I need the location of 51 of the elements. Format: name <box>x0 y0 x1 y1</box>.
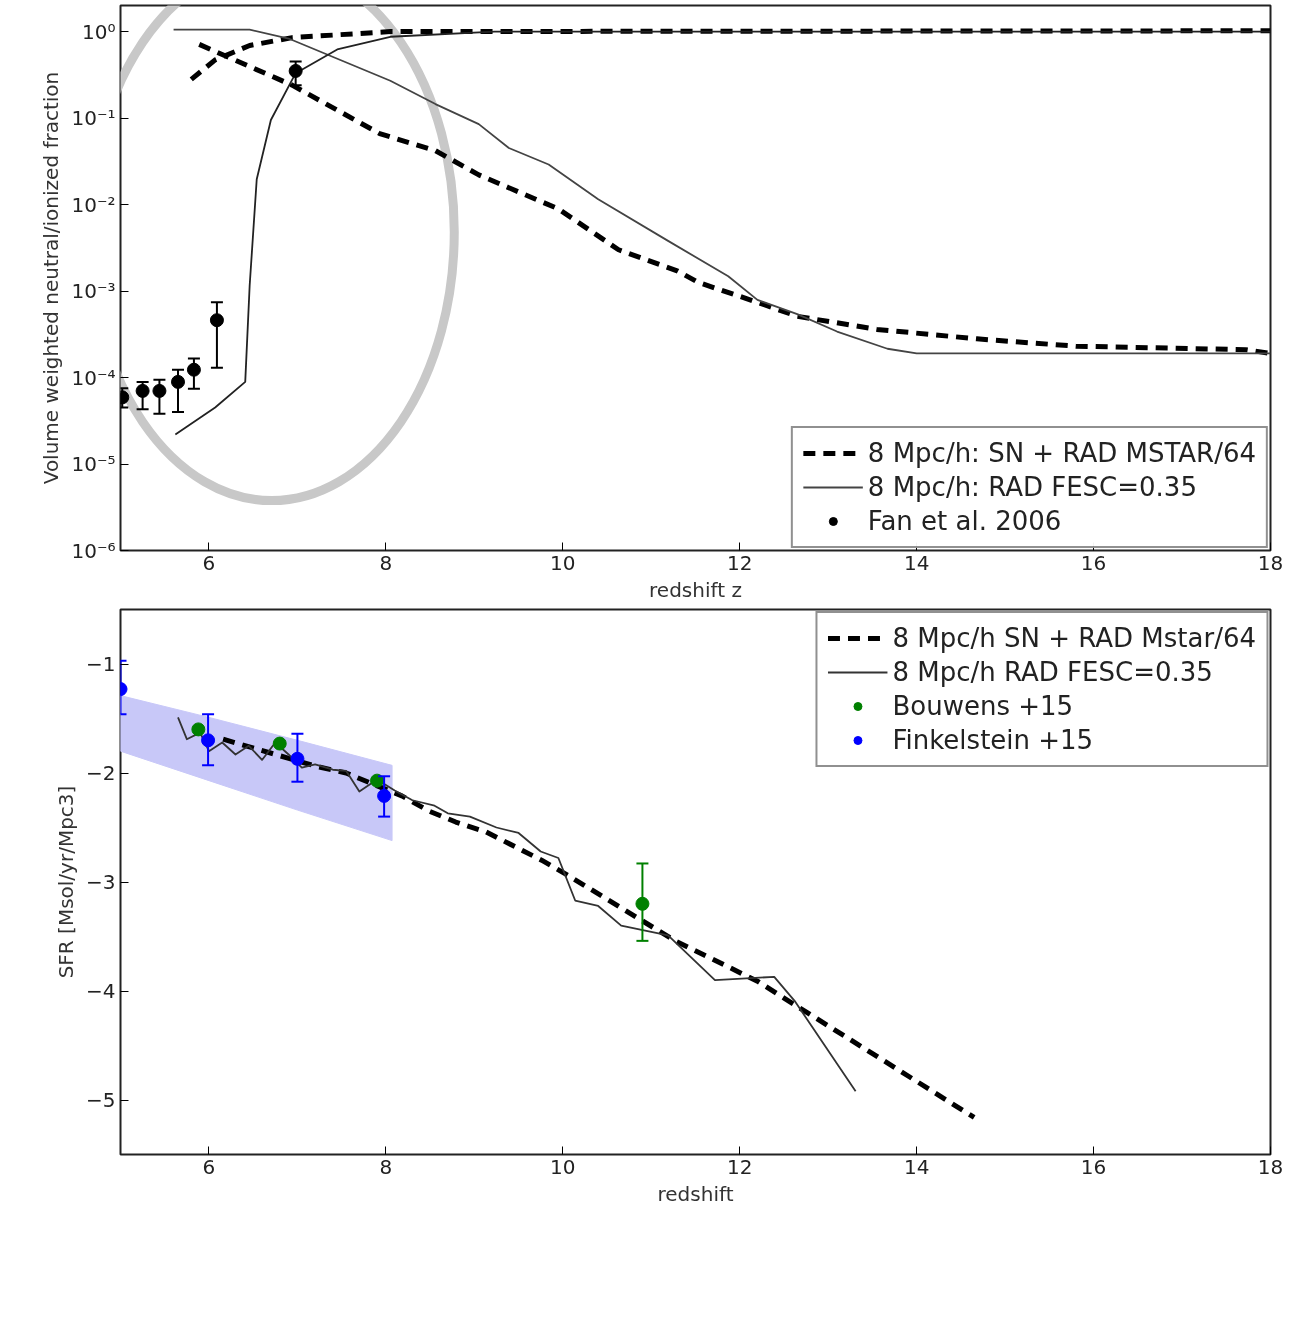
point <box>152 383 167 398</box>
point <box>209 313 224 328</box>
point <box>201 733 216 748</box>
point <box>191 722 206 737</box>
y-tick-label: −3 <box>86 870 116 894</box>
point <box>370 773 385 788</box>
x-axis-title: redshift z <box>649 577 742 602</box>
y-tick-label: −2 <box>86 761 116 785</box>
point <box>635 896 650 911</box>
y-tick-label: 10⁻³ <box>71 279 116 304</box>
y-tick-label: 10⁻⁶ <box>71 538 116 563</box>
point <box>288 63 303 78</box>
point <box>290 751 305 766</box>
point <box>171 374 185 389</box>
point <box>135 383 150 398</box>
y-tick-label: 10⁻¹ <box>71 106 116 131</box>
y-tick-label: 10⁻⁵ <box>71 452 116 477</box>
x-tick-label: 12 <box>727 1154 753 1179</box>
x-tick-label: 8 <box>379 550 393 575</box>
x-tick-label: 6 <box>202 1154 216 1179</box>
x-axis-title: redshift <box>657 1181 734 1206</box>
legend-label: Finkelstein +15 <box>892 725 1094 755</box>
y-tick-label: −4 <box>86 979 116 1003</box>
legend-label: Fan et al. 2006 <box>867 506 1062 536</box>
legend-label: 8 Mpc/h: SN + RAD MSTAR/64 <box>867 438 1256 468</box>
y-tick-label: 10⁻² <box>71 192 116 217</box>
x-tick-label: 10 <box>550 1154 576 1179</box>
legend-label: 8 Mpc/h SN + RAD Mstar/64 <box>892 623 1256 653</box>
x-tick-label: 10 <box>550 550 576 575</box>
x-tick-label: 6 <box>202 550 216 575</box>
x-tick-label: 14 <box>903 1154 930 1179</box>
x-tick-label: 8 <box>379 1154 393 1179</box>
x-tick-label: 16 <box>1080 1154 1107 1179</box>
point <box>186 362 201 377</box>
x-tick-label: 18 <box>1257 550 1284 575</box>
y-tick-label: 10⁰ <box>82 19 116 44</box>
x-tick-label: 18 <box>1257 1154 1284 1179</box>
point <box>377 788 392 803</box>
x-tick-label: 12 <box>727 550 753 575</box>
legend-label: Bouwens +15 <box>892 691 1074 721</box>
line-series <box>177 716 857 1093</box>
x-tick-label: 16 <box>1080 550 1107 575</box>
point <box>272 736 287 751</box>
y-tick-label: 10⁻⁴ <box>71 365 116 390</box>
legend-label: 8 Mpc/h: RAD FESC=0.35 <box>867 472 1197 502</box>
y-axis-title: SFR [Msol/yr/Mpc3] <box>54 785 79 979</box>
y-tick-label: −5 <box>86 1088 116 1112</box>
y-tick-label: −1 <box>86 652 116 676</box>
y-axis-title: Volume weighted neutral/ionized fraction <box>39 71 64 485</box>
x-tick-label: 14 <box>903 550 930 575</box>
legend-label: 8 Mpc/h RAD FESC=0.35 <box>892 657 1213 687</box>
